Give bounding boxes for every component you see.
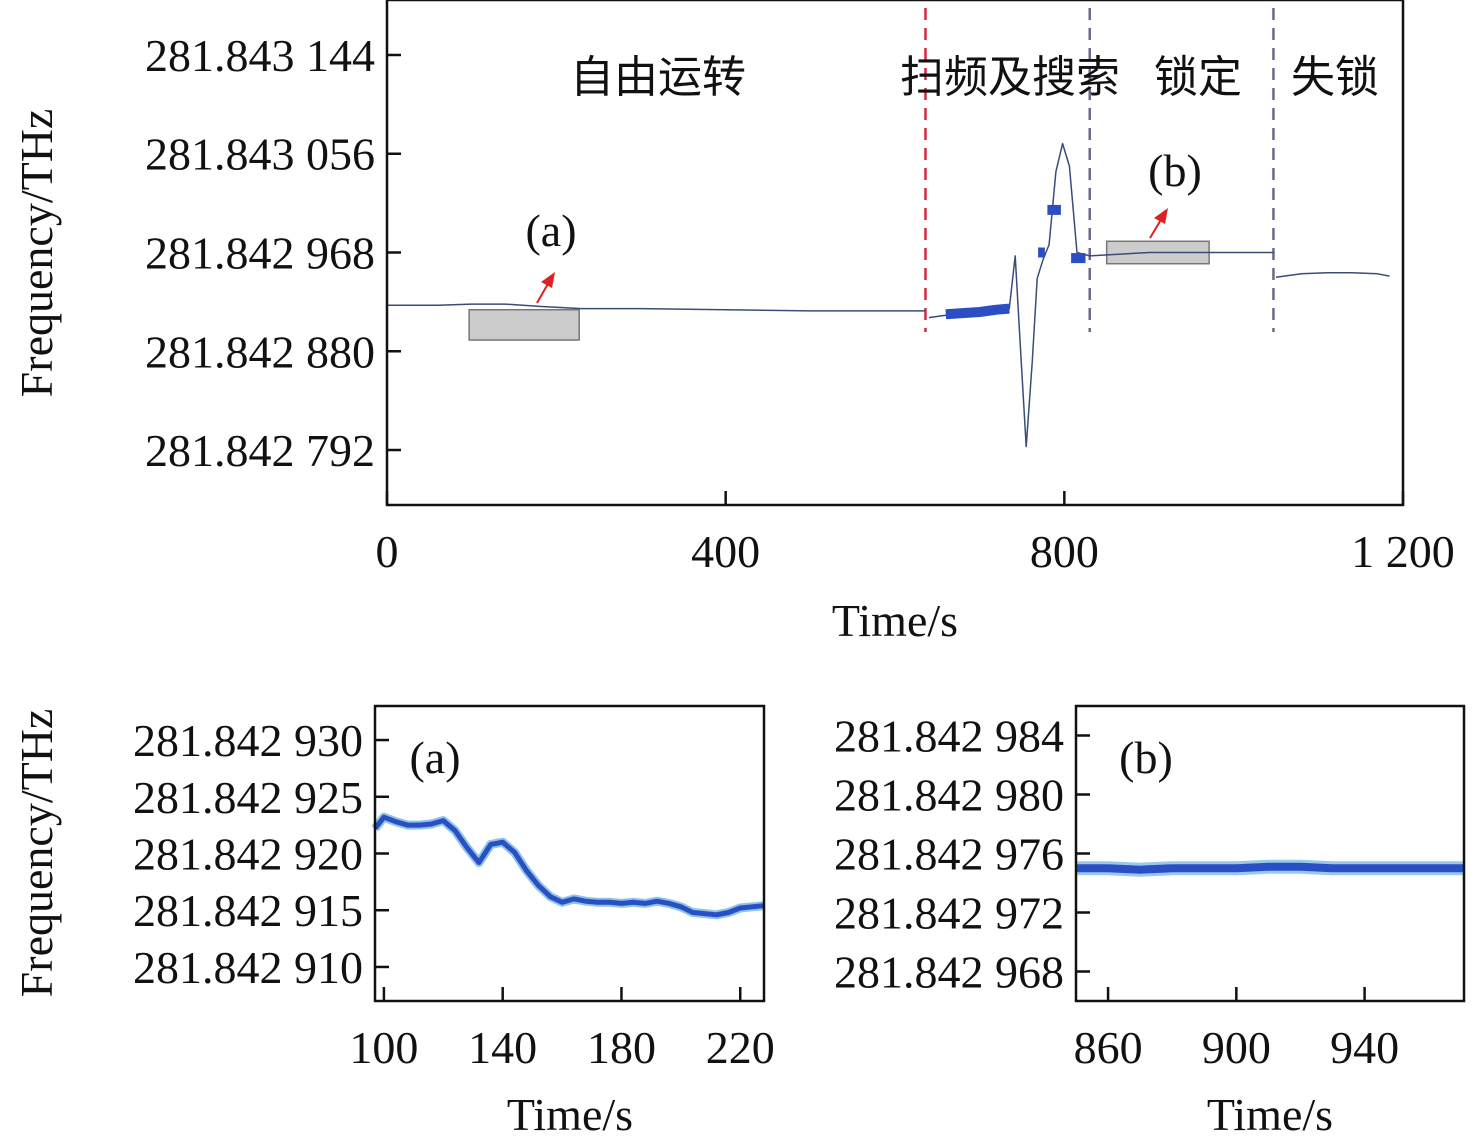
zoom-label-a: (a) (525, 205, 576, 256)
phase-label-free-running: 自由运转 (570, 52, 746, 103)
zoom-region-box (468, 308, 580, 341)
inset-b-series (1076, 859, 1464, 877)
inset-b-y-tick-label: 281.842 980 (834, 770, 1064, 821)
main-y-tick-label: 281.842 968 (145, 228, 375, 279)
phase-label-unlocked: 失锁 (1291, 52, 1379, 103)
inset-a-tag: (a) (409, 732, 460, 783)
main-x-tick-label: 400 (691, 526, 760, 577)
main-y-axis-label: Frequency/THz (11, 109, 62, 398)
inset-a-y-axis-label: Frequency/THz (11, 709, 62, 998)
phase-label-locked: 锁定 (1154, 52, 1242, 103)
inset-b-tag: (b) (1119, 732, 1173, 783)
inset-b-x-ticks: 860 900 940 (1074, 987, 1399, 1073)
main-x-axis-label: Time/s (832, 595, 958, 646)
main-chart: 281.843 144 281.843 056 281.842 968 281.842… (11, 0, 1455, 646)
inset-b-y-ticks: 281.842 984 281.842 980 281.842 976 281.842… (834, 711, 1090, 998)
inset-a-x-tick-label: 100 (349, 1022, 418, 1073)
main-y-tick-label: 281.842 880 (145, 326, 375, 377)
series-line (928, 142, 1274, 448)
main-series (387, 142, 1390, 448)
inset-b-y-tick-label: 281.842 972 (834, 888, 1064, 939)
main-x-tick-label: 0 (376, 526, 399, 577)
inset-b-y-tick-label: 281.842 968 (834, 947, 1064, 998)
main-y-tick-label: 281.843 056 (145, 129, 375, 180)
main-x-tick-label: 1 200 (1351, 526, 1455, 577)
main-x-ticks: 0 400 800 1 200 (376, 491, 1455, 577)
inset-a-y-tick-label: 281.842 915 (133, 885, 363, 936)
inset-b-y-tick-label: 281.842 976 (834, 829, 1064, 880)
inset-b-y-tick-label: 281.842 984 (834, 711, 1064, 762)
zoom-arrow-b (1149, 208, 1168, 239)
phase-label-sweep-search: 扫频及搜索 (900, 52, 1120, 103)
inset-a-series (371, 812, 765, 920)
inset-b-series-line (1076, 862, 1464, 874)
inset-b-x-tick-label: 940 (1330, 1022, 1399, 1073)
main-y-ticks: 281.843 144 281.843 056 281.842 968 281.842… (145, 30, 401, 476)
zoom-arrow-a (536, 272, 555, 304)
inset-a-y-tick-label: 281.842 920 (133, 829, 363, 880)
series-line (387, 303, 926, 312)
inset-b-x-axis-label: Time/s (1207, 1089, 1333, 1140)
inset-a-x-axis-label: Time/s (507, 1089, 633, 1140)
inset-a-x-ticks: 100 140 180 220 (349, 987, 775, 1073)
series-line (1275, 271, 1390, 278)
inset-a-series-line (373, 814, 765, 918)
inset-a-y-tick-label: 281.842 930 (133, 715, 363, 766)
inset-a-y-tick-label: 281.842 925 (133, 772, 363, 823)
inset-b-x-tick-label: 860 (1074, 1022, 1143, 1073)
inset-a-x-tick-label: 180 (587, 1022, 656, 1073)
inset-chart-b: 281.842 984 281.842 980 281.842 976 281.842… (834, 704, 1466, 1140)
main-y-tick-label: 281.843 144 (145, 30, 375, 81)
zoom-label-b: (b) (1148, 145, 1202, 196)
thick-series-line (945, 303, 1010, 320)
inset-b-x-tick-label: 900 (1202, 1022, 1271, 1073)
inset-a-x-tick-label: 220 (706, 1022, 775, 1073)
inset-a-y-tick-label: 281.842 910 (133, 942, 363, 993)
inset-a-x-tick-label: 140 (468, 1022, 537, 1073)
main-y-tick-label: 281.842 792 (145, 425, 375, 476)
phase-boundaries (924, 8, 1275, 332)
main-x-tick-label: 800 (1030, 526, 1099, 577)
